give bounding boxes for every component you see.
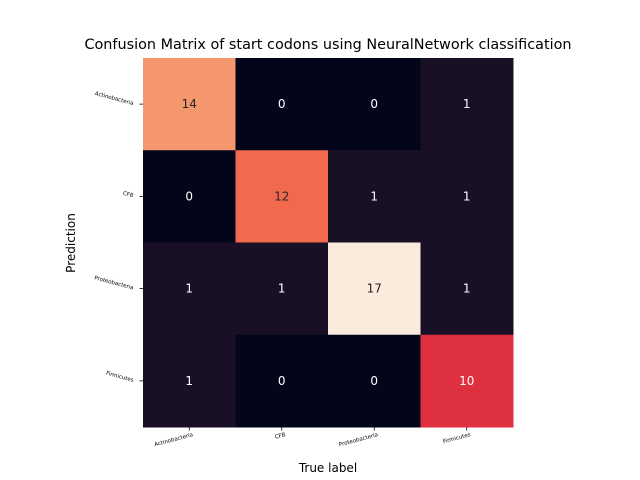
- heatmap-cell: [328, 334, 421, 428]
- heatmap-cell: [235, 242, 329, 336]
- cell-value-label: 1: [185, 374, 193, 388]
- cell-value-label: 1: [278, 282, 286, 296]
- x-tick-label: Proteobacteria: [338, 432, 378, 448]
- cell-value-label: 1: [185, 282, 193, 296]
- cell-value-label: 17: [367, 282, 382, 296]
- y-axis-label: Prediction: [64, 213, 78, 273]
- y-tick-label: Proteobacteria: [94, 275, 134, 291]
- x-tick-label: Firmicutes: [442, 432, 471, 445]
- heatmap-cell: [328, 58, 421, 151]
- cell-value-label: 0: [185, 189, 193, 203]
- heatmap-cell: [235, 150, 329, 243]
- y-tick-label: Firmicutes: [105, 371, 134, 384]
- heatmap-cell: [235, 334, 329, 428]
- y-tick-labels: Actinobacteria CFB Proteobacteria Firmicute…: [94, 91, 143, 384]
- heatmap-cell: [420, 150, 514, 243]
- y-tick-label: Actinobacteria: [94, 91, 134, 107]
- x-tick-label: CFB: [274, 432, 286, 441]
- heatmap-cell: [143, 58, 236, 151]
- cell-value-label: 0: [278, 374, 286, 388]
- heatmap-cell: [420, 58, 514, 151]
- x-axis-label: True label: [298, 461, 357, 475]
- cell-value-label: 0: [370, 97, 378, 111]
- heatmap-cell: [143, 150, 236, 243]
- x-tick-label: Actinobacteria: [154, 432, 194, 448]
- cell-value-label: 1: [463, 282, 471, 296]
- x-tick-labels: Actinobacteria CFB Proteobacteria Firmicute…: [154, 427, 471, 448]
- heatmap-cell: [143, 334, 236, 428]
- heatmap-cells: 14 0 0 10 12 1 11 1 17 11 0 0 10: [143, 58, 514, 428]
- cell-value-label: 12: [274, 189, 289, 203]
- cell-value-label: 0: [370, 374, 378, 388]
- chart-title: Confusion Matrix of start codons using N…: [84, 37, 571, 53]
- cell-value-label: 0: [278, 97, 286, 111]
- cell-value-label: 10: [459, 374, 474, 388]
- heatmap-cell: [235, 58, 329, 151]
- cell-value-label: 1: [370, 189, 378, 203]
- y-tick-label: CFB: [122, 191, 134, 200]
- heatmap-cell: [143, 242, 236, 336]
- heatmap-cell: [420, 334, 514, 428]
- heatmap-cell: [420, 242, 514, 336]
- heatmap-cell: [328, 242, 421, 336]
- cell-value-label: 1: [463, 189, 471, 203]
- cell-value-label: 14: [182, 97, 197, 111]
- cell-value-label: 1: [463, 97, 471, 111]
- heatmap-cell: [328, 150, 421, 243]
